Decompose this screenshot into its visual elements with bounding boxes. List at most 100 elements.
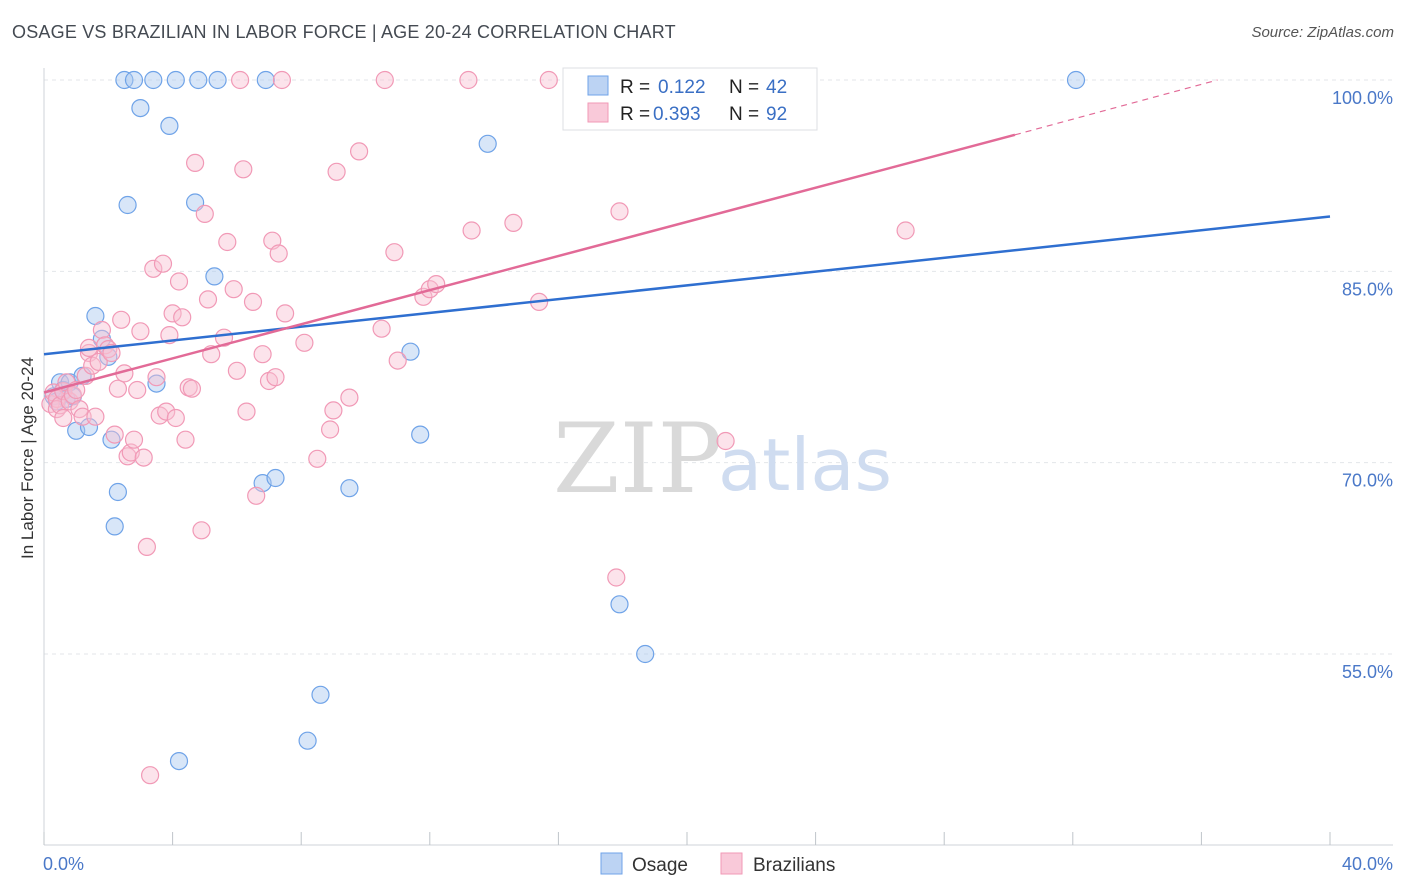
- scatter-point: [195, 204, 214, 223]
- scatter-point: [298, 731, 317, 750]
- scatter-point: [144, 259, 163, 278]
- y-tick-labels: 55.0% 70.0% 85.0% 100.0%: [1332, 88, 1393, 682]
- scatter-point: [134, 448, 153, 467]
- axes: [43, 68, 1393, 846]
- scatter-point: [205, 267, 224, 286]
- scatter-point: [131, 322, 150, 341]
- scatter-point: [610, 595, 629, 614]
- scatter-point: [182, 379, 201, 398]
- scatter-point: [105, 425, 124, 444]
- scatter-point: [350, 142, 369, 161]
- scatter-point: [234, 160, 253, 179]
- scatter-point: [141, 766, 160, 785]
- x-ticks: [43, 832, 1331, 845]
- series-brazilians: [41, 70, 915, 785]
- scatter-point: [54, 408, 73, 428]
- legend-swatch-brazilians: [587, 102, 609, 123]
- scatter-point: [89, 352, 108, 371]
- scatter-point: [173, 308, 192, 327]
- scatter-point: [92, 320, 112, 340]
- legend-n-label-osage: N =: [729, 77, 759, 98]
- legend-n-label-brazilians: N =: [729, 104, 759, 125]
- scatter-point: [166, 70, 185, 90]
- scatter-point: [186, 153, 205, 172]
- scatter-point: [266, 368, 285, 387]
- scatter-point: [321, 420, 340, 439]
- scatter-point: [327, 162, 346, 181]
- scatter-point: [411, 425, 430, 444]
- scatter-point: [102, 430, 121, 449]
- scatter-point: [253, 345, 272, 364]
- scatter-point: [198, 290, 218, 309]
- scatter-point: [462, 221, 481, 240]
- scatter-point: [157, 402, 176, 421]
- series-legend: Osage Brazilians: [600, 852, 835, 876]
- scatter-point: [237, 402, 256, 421]
- x-tick-label-min: 0.0%: [43, 854, 84, 874]
- x-tick-label-max: 40.0%: [1342, 854, 1393, 874]
- scatter-point: [295, 333, 314, 352]
- scatter-point: [272, 70, 291, 90]
- scatter-point: [147, 368, 166, 387]
- scatter-point: [607, 568, 626, 587]
- y-tick-label: 70.0%: [1342, 471, 1393, 491]
- watermark-zip: ZIP: [553, 403, 722, 515]
- scatter-point: [896, 221, 915, 240]
- scatter-point: [243, 292, 263, 311]
- scatter-point: [311, 685, 330, 704]
- scatter-point: [86, 407, 105, 426]
- scatter-point: [169, 751, 189, 771]
- scatter-point: [256, 70, 275, 90]
- scatter-point: [385, 243, 404, 262]
- legend-n-value-osage: 42: [766, 77, 787, 98]
- scatter-point: [147, 374, 166, 393]
- scatter-point: [308, 449, 327, 468]
- scatter-point: [1066, 70, 1086, 90]
- legend-r-label-osage: R =: [620, 77, 650, 98]
- scatter-point: [459, 70, 478, 90]
- y-axis-label: In Labor Force | Age 20-24: [18, 357, 37, 559]
- watermark: ZIP atlas: [553, 403, 892, 515]
- scatter-point: [192, 521, 211, 540]
- scatter-point: [372, 319, 391, 338]
- scatter-point: [128, 380, 147, 400]
- scatter-point: [227, 361, 246, 380]
- scatter-point: [539, 70, 558, 90]
- scatter-point: [118, 195, 137, 215]
- scatter-point: [115, 70, 134, 90]
- scatter-point: [163, 304, 182, 323]
- scatter-point: [276, 304, 295, 323]
- scatter-point: [112, 310, 131, 329]
- scatter-point: [340, 479, 359, 498]
- legend-swatch-osage: [587, 75, 609, 96]
- source-label: Source: ZipAtlas.com: [1251, 24, 1394, 41]
- y-tick-label: 85.0%: [1342, 279, 1393, 299]
- scatter-point: [340, 388, 359, 407]
- legend-r-value-brazilians: 0.393: [653, 104, 701, 125]
- y-tick-label: 100.0%: [1332, 88, 1393, 108]
- legend-r-label-brazilians: R =: [620, 104, 650, 125]
- scatter-point: [137, 537, 156, 557]
- scatter-point: [375, 70, 394, 90]
- scatter-point: [124, 70, 144, 90]
- scatter-point: [108, 482, 128, 502]
- scatter-point: [169, 272, 189, 291]
- scatter-point: [208, 70, 227, 90]
- scatter-point: [324, 401, 343, 420]
- scatter-point: [124, 430, 144, 449]
- scatter-point: [247, 486, 266, 505]
- scatter-point: [160, 116, 179, 136]
- scatter-point: [153, 254, 173, 273]
- legend-r-value-osage: 0.122: [658, 77, 706, 98]
- scatter-point: [610, 202, 629, 221]
- stats-legend: R = 0.122 N = 42 R = 0.393 N = 92: [562, 67, 818, 131]
- scatter-point: [102, 343, 121, 363]
- series-legend-label-brazilians: Brazilians: [753, 855, 835, 876]
- scatter-point: [131, 98, 150, 118]
- y-tick-label: 55.0%: [1342, 662, 1393, 682]
- scatter-point: [504, 213, 523, 232]
- watermark-atlas: atlas: [718, 423, 892, 507]
- scatter-point: [189, 70, 208, 90]
- trend-lines: [43, 79, 1331, 394]
